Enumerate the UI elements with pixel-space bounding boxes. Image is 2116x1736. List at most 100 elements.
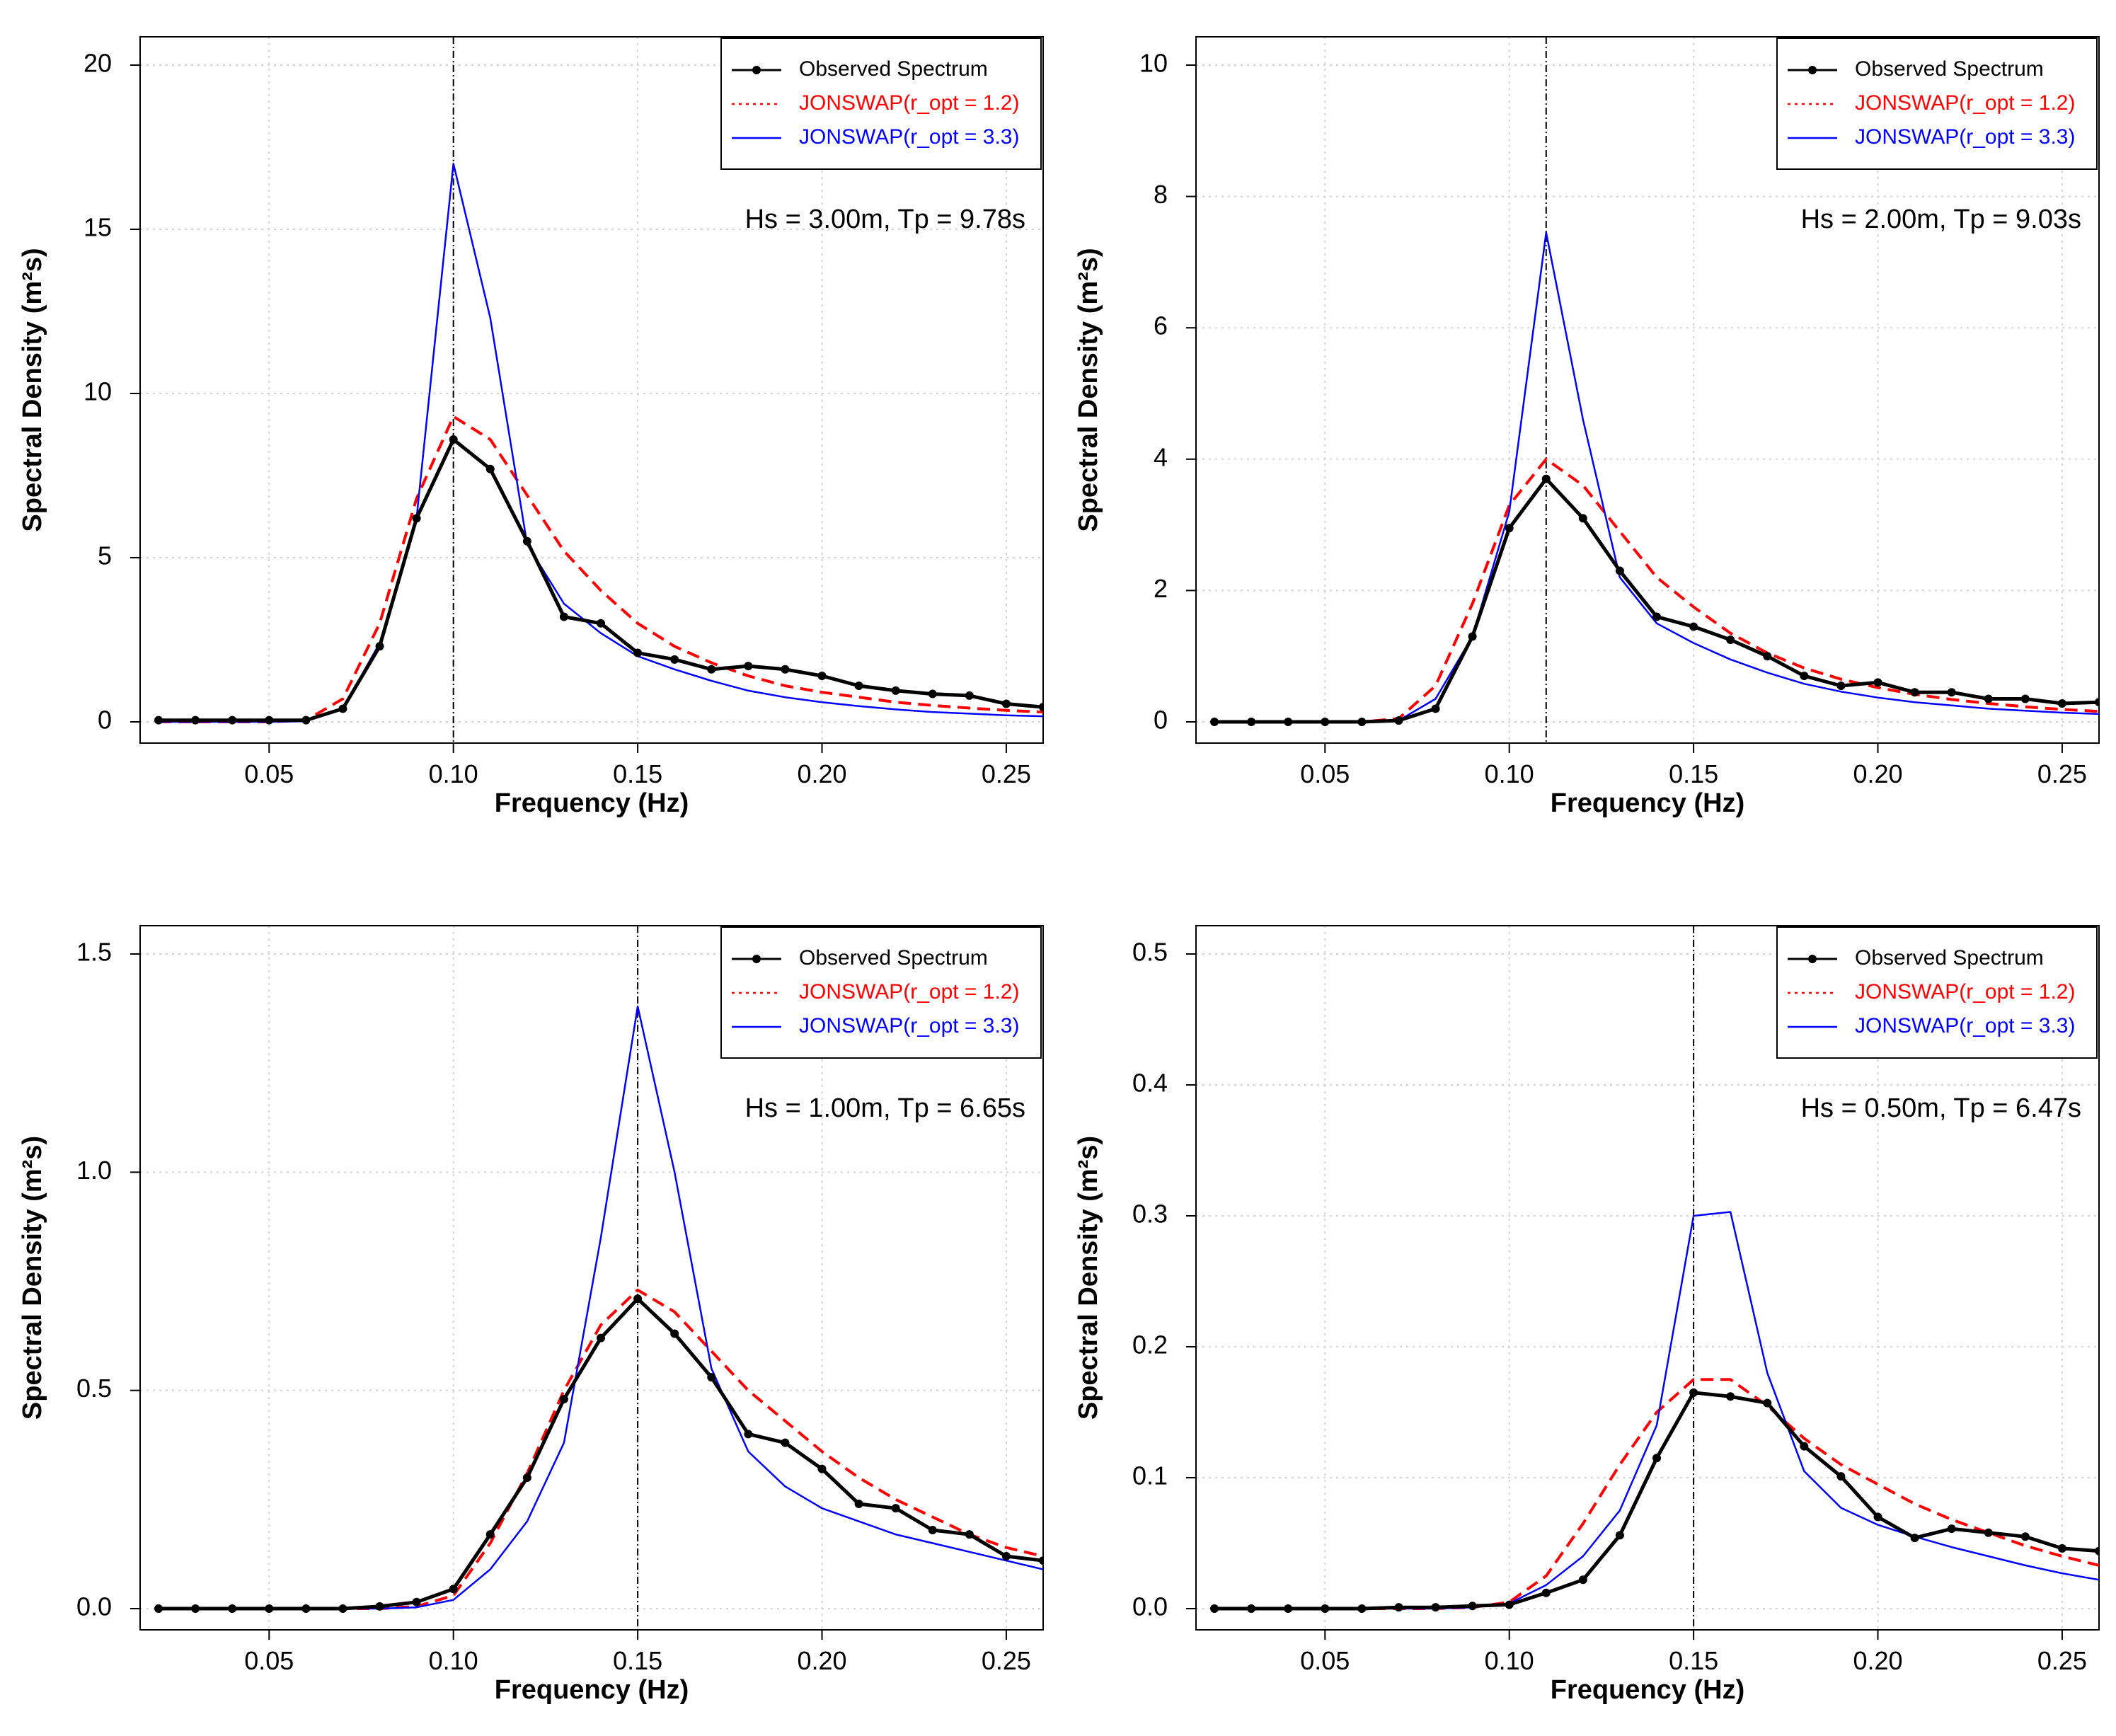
observed-point bbox=[301, 1604, 311, 1613]
y-tick-label: 1.0 bbox=[76, 1156, 112, 1185]
observed-point bbox=[781, 1438, 790, 1447]
observed-point bbox=[1541, 1588, 1551, 1597]
observed-point bbox=[597, 1333, 606, 1343]
x-tick-label: 0.05 bbox=[244, 1646, 294, 1675]
x-tick-label: 0.15 bbox=[613, 759, 662, 788]
jonswap-3-3-line bbox=[1214, 231, 2099, 723]
y-axis-title: Spectral Density (m²s) bbox=[18, 1136, 47, 1420]
y-tick-label: 2 bbox=[1154, 574, 1168, 603]
chart-panel-bottom-right: 0.05 0.10 0.15 0.20 0.25 0.0 0.1 0.2 0.3 0.4 0.5 Fr… bbox=[1074, 925, 2100, 1705]
observed-point bbox=[1726, 1392, 1735, 1401]
observed-point bbox=[1800, 1442, 1809, 1451]
observed-point bbox=[1394, 1603, 1403, 1612]
jonswap-1-2-line bbox=[1214, 1378, 2099, 1610]
series-group bbox=[1210, 1211, 2099, 1613]
observed-point bbox=[228, 1604, 237, 1613]
observed-point bbox=[707, 1373, 716, 1382]
observed-point bbox=[338, 704, 347, 713]
observed-point bbox=[1578, 514, 1587, 523]
observed-point bbox=[1947, 1524, 1956, 1534]
y-tick-label: 0 bbox=[1154, 706, 1168, 735]
observed-point bbox=[1039, 703, 1043, 712]
x-tick-label: 0.10 bbox=[429, 759, 478, 788]
x-tick-label: 0.15 bbox=[1669, 759, 1718, 788]
observed-spectrum-line bbox=[1214, 477, 2099, 724]
x-tick-label: 0.25 bbox=[2037, 1646, 2087, 1675]
x-axis-title: Frequency (Hz) bbox=[1551, 788, 1744, 818]
observed-point bbox=[1247, 718, 1256, 726]
observed-point bbox=[1001, 699, 1011, 708]
observed-point bbox=[485, 464, 495, 473]
observed-point bbox=[633, 1294, 643, 1304]
jonswap-1-2-line bbox=[159, 415, 1043, 723]
observed-point bbox=[2095, 1546, 2099, 1556]
plot-frame bbox=[139, 925, 1044, 1631]
legend-label: JONSWAP(r_opt = 3.3) bbox=[799, 125, 1019, 149]
legend-label: Observed Spectrum bbox=[1855, 57, 2044, 81]
observed-point bbox=[891, 686, 900, 695]
observed-point bbox=[1357, 1604, 1367, 1613]
x-axis-title: Frequency (Hz) bbox=[495, 1675, 689, 1705]
observed-point bbox=[965, 1530, 974, 1539]
observed-point bbox=[522, 1473, 531, 1482]
observed-point bbox=[670, 655, 679, 664]
chart-panel-top-right: 0.05 0.10 0.15 0.20 0.25 0 2 4 6 8 10 Frequency (Hz… bbox=[1074, 36, 2100, 818]
observed-point bbox=[817, 672, 827, 681]
observed-point bbox=[1836, 681, 1846, 690]
observed-point bbox=[301, 715, 311, 725]
observed-point bbox=[191, 715, 200, 725]
x-axis-title: Frequency (Hz) bbox=[1551, 1675, 1744, 1705]
observed-point bbox=[633, 648, 643, 657]
y-axis-title: Spectral Density (m²s) bbox=[1074, 248, 1103, 531]
observed-point bbox=[1800, 672, 1809, 681]
legend-label: JONSWAP(r_opt = 3.3) bbox=[1855, 1014, 2075, 1037]
observed-point bbox=[1039, 1556, 1043, 1565]
observed-point bbox=[965, 691, 974, 700]
observed-point bbox=[1836, 1472, 1846, 1481]
x-tick-label: 0.20 bbox=[1853, 1646, 1902, 1675]
observed-point bbox=[154, 715, 163, 725]
legend-label: Observed Spectrum bbox=[799, 57, 988, 81]
observed-point bbox=[1652, 612, 1662, 621]
x-tick-label: 0.05 bbox=[244, 759, 294, 788]
observed-spectrum-line bbox=[159, 1297, 1043, 1611]
observed-point bbox=[1357, 718, 1367, 726]
observed-point bbox=[1505, 524, 1514, 533]
observed-point bbox=[1247, 1604, 1256, 1613]
hs-tp-annotation: Hs = 1.00m, Tp = 6.65s bbox=[745, 1093, 1025, 1123]
observed-point bbox=[228, 715, 237, 725]
observed-point bbox=[1873, 678, 1882, 687]
observed-point bbox=[1541, 474, 1551, 483]
y-tick-label: 10 bbox=[84, 377, 112, 406]
y-tick-label: 0.1 bbox=[1132, 1461, 1168, 1490]
observed-point bbox=[375, 642, 384, 651]
observed-point bbox=[1468, 1602, 1477, 1611]
legend-label: JONSWAP(r_opt = 1.2) bbox=[1855, 980, 2075, 1004]
legend-marker bbox=[1808, 66, 1817, 74]
y-tick-label: 5 bbox=[98, 541, 112, 570]
observed-point bbox=[1763, 1398, 1772, 1408]
observed-point bbox=[1210, 718, 1219, 726]
jonswap-3-3-line bbox=[159, 162, 1043, 723]
observed-point bbox=[744, 662, 753, 671]
legend-label: Observed Spectrum bbox=[799, 946, 988, 970]
plot-frame bbox=[1195, 925, 2100, 1631]
observed-point bbox=[670, 1329, 679, 1338]
observed-point bbox=[781, 665, 790, 674]
observed-point bbox=[1689, 1388, 1698, 1397]
observed-point bbox=[1394, 716, 1403, 725]
observed-point bbox=[1984, 1528, 1993, 1537]
y-tick-label: 8 bbox=[1154, 180, 1168, 209]
observed-spectrum-line bbox=[159, 437, 1043, 723]
legend-label: Observed Spectrum bbox=[1855, 946, 2044, 970]
observed-point bbox=[1210, 1604, 1219, 1613]
observed-point bbox=[707, 665, 716, 674]
x-tick-label: 0.20 bbox=[797, 759, 846, 788]
observed-point bbox=[1984, 694, 1993, 703]
legend-label: JONSWAP(r_opt = 3.3) bbox=[1855, 125, 2075, 149]
series-group bbox=[1210, 231, 2099, 726]
observed-point bbox=[2020, 694, 2030, 703]
x-tick-label: 0.05 bbox=[1300, 759, 1350, 788]
observed-point bbox=[449, 435, 458, 444]
